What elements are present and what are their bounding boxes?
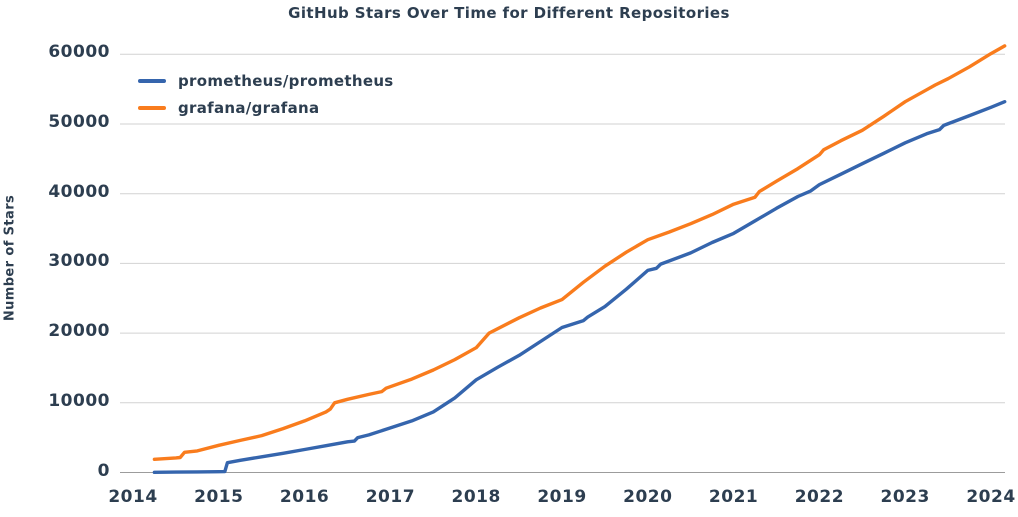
y-tick-label-30000: 30000 xyxy=(48,251,110,272)
y-tick-label-60000: 60000 xyxy=(48,42,110,63)
y-axis-label: Number of Stars xyxy=(2,194,18,322)
x-tick-label-2023: 2023 xyxy=(880,487,930,507)
legend: prometheus/prometheus grafana/grafana xyxy=(138,71,394,118)
y-tick-label-0: 0 xyxy=(97,460,110,481)
legend-label-prometheus: prometheus/prometheus xyxy=(178,72,394,90)
x-tick-label-2021: 2021 xyxy=(708,487,759,507)
y-tick-label-40000: 40000 xyxy=(48,181,110,202)
series-line-grafana xyxy=(152,44,1007,461)
chart-title: GitHub Stars Over Time for Different Rep… xyxy=(288,4,730,22)
x-tick-label-2014: 2014 xyxy=(108,487,158,507)
x-tick-label-2017: 2017 xyxy=(365,487,416,507)
y-tick-label-50000: 50000 xyxy=(48,112,110,132)
y-tick-label-20000: 20000 xyxy=(48,321,110,342)
x-tick-label-2020: 2020 xyxy=(623,487,673,507)
x-tick-label-2018: 2018 xyxy=(451,487,501,507)
gridlines-group xyxy=(120,53,1005,473)
y-tick-label-10000: 10000 xyxy=(48,390,110,411)
x-tick-label-2016: 2016 xyxy=(279,487,330,507)
x-tick-label-2024: 2024 xyxy=(966,487,1016,507)
x-tick-label-2022: 2022 xyxy=(794,487,845,507)
legend-item-prometheus: prometheus/prometheus xyxy=(138,71,394,91)
series-line-prometheus xyxy=(152,99,1007,474)
x-tick-label-2019: 2019 xyxy=(537,487,587,507)
legend-label-grafana: grafana/grafana xyxy=(178,99,320,117)
legend-swatch-grafana-icon xyxy=(138,106,166,110)
series-lines-group xyxy=(152,44,1007,474)
legend-item-grafana: grafana/grafana xyxy=(138,98,394,118)
legend-swatch-prometheus-icon xyxy=(138,79,166,83)
x-tick-label-2015: 2015 xyxy=(194,487,244,507)
